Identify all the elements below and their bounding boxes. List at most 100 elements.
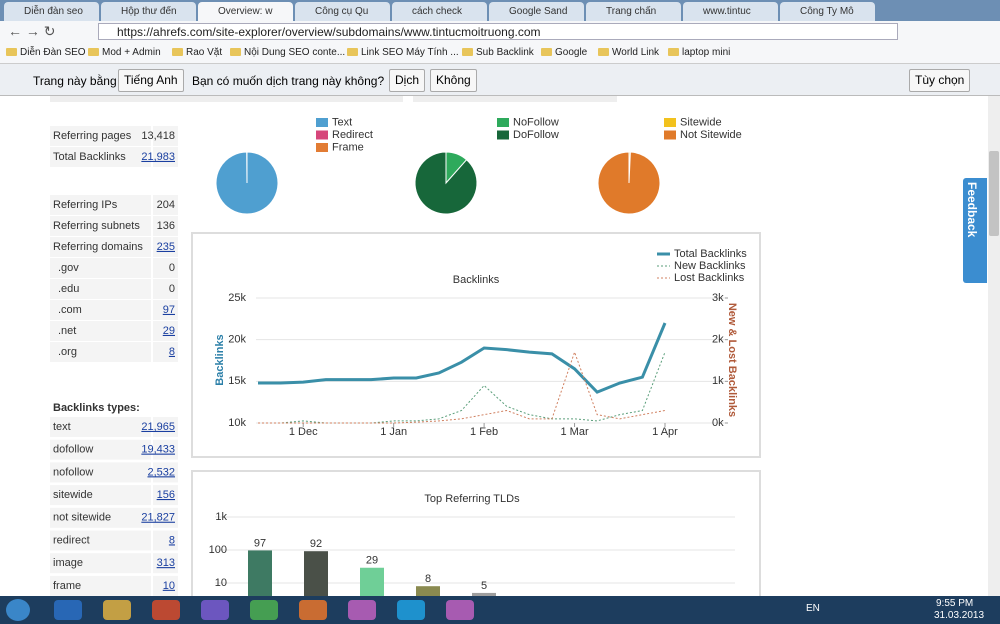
taskbar-app[interactable]: [201, 600, 229, 620]
row-bg: [50, 507, 151, 528]
y-tick-label: 10k: [228, 417, 246, 429]
tab[interactable]: Công Ty Mô: [780, 2, 875, 21]
row-bg: [153, 530, 178, 551]
start-button[interactable]: [6, 599, 30, 621]
legend-label: Not Sitewide: [680, 129, 742, 141]
row-value[interactable]: 21,965: [141, 421, 175, 433]
taskbar-app[interactable]: [103, 600, 131, 620]
taskbar-app[interactable]: [152, 600, 180, 620]
bookmark[interactable]: World Link: [598, 47, 659, 58]
y-tick-label: 1k: [215, 511, 227, 523]
x-tick-label: 1 Dec: [289, 426, 318, 438]
bookmark[interactable]: laptop mini: [668, 47, 730, 58]
bookmark[interactable]: Diễn Đàn SEO: [6, 47, 86, 58]
nav-buttons[interactable]: ← → ↻: [8, 23, 56, 39]
row-label: sitewide: [53, 489, 93, 501]
row-bg: [50, 126, 151, 146]
tab[interactable]: Diễn đàn seo: [4, 2, 99, 21]
row-bg: [50, 575, 151, 596]
bookmark[interactable]: Nội Dung SEO conte...: [230, 47, 345, 58]
bar-value-label: 5: [481, 580, 487, 592]
tab[interactable]: Google Sand: [489, 2, 584, 21]
bookmark[interactable]: Rao Vặt: [172, 47, 222, 58]
row-bg: [50, 462, 151, 483]
row-bg: [50, 300, 151, 320]
row-value[interactable]: 21,827: [141, 512, 175, 524]
row-bg: [50, 147, 151, 167]
row-value[interactable]: 29: [163, 325, 175, 337]
row-value[interactable]: 313: [157, 557, 175, 569]
bookmark[interactable]: Mod + Admin: [88, 47, 161, 58]
row-label: Total Backlinks: [53, 151, 126, 163]
row-bg: [153, 485, 178, 506]
row-value[interactable]: 8: [169, 346, 175, 358]
section-title: Backlinks types:: [53, 402, 140, 414]
bar: [360, 567, 384, 596]
row-label: not sitewide: [53, 512, 111, 524]
taskbar-app[interactable]: [250, 600, 278, 620]
row-bg: [153, 507, 178, 528]
row-value[interactable]: 10: [163, 580, 175, 592]
row-label: text: [53, 421, 71, 433]
row-value: 0: [169, 262, 175, 274]
bar: [472, 592, 496, 596]
translate-prefix: Trang này bằng: [33, 74, 117, 88]
row-label: Referring subnets: [53, 220, 140, 232]
row-value: 136: [157, 220, 175, 232]
taskbar-app[interactable]: [299, 600, 327, 620]
tab[interactable]: Overview: w: [198, 2, 293, 21]
legend-label: Sitewide: [680, 116, 722, 128]
row-bg: [50, 530, 151, 551]
taskbar-app[interactable]: [54, 600, 82, 620]
row-value[interactable]: 97: [163, 304, 175, 316]
feedback-label: Feedback: [965, 182, 979, 238]
row-value: 204: [157, 199, 175, 211]
feedback-tab[interactable]: Feedback: [963, 178, 987, 283]
legend-label: DoFollow: [513, 129, 559, 141]
bar: [248, 550, 272, 596]
translate-question: Bạn có muốn dịch trang này không?: [192, 74, 385, 88]
series-line: [258, 350, 666, 424]
row-label: Referring pages: [53, 130, 132, 142]
decline-button[interactable]: Không: [430, 69, 477, 92]
options-button[interactable]: Tùy chọn: [909, 69, 971, 92]
row-label: .org: [58, 346, 77, 358]
y-tick-label: 20k: [228, 334, 246, 346]
scroll-thumb[interactable]: [989, 151, 999, 236]
row-bg: [153, 237, 178, 257]
row-value[interactable]: 21,983: [141, 151, 175, 163]
url[interactable]: https://ahrefs.com/site-explorer/overvie…: [98, 23, 898, 40]
taskbar-app[interactable]: [446, 600, 474, 620]
legend-swatch: [497, 130, 509, 140]
y-tick-label: 100: [209, 544, 227, 556]
legend-label: Lost Backlinks: [674, 272, 745, 284]
row-bg: [153, 258, 178, 278]
tab[interactable]: cách check: [392, 2, 487, 21]
row-value[interactable]: 156: [157, 489, 175, 501]
row-value[interactable]: 2,532: [147, 466, 175, 478]
series-line: [258, 322, 667, 394]
y2-tick-label: 3k: [712, 292, 724, 304]
row-bg: [153, 279, 178, 299]
tab[interactable]: www.tintuc: [683, 2, 778, 21]
tab[interactable]: Hộp thư đến: [101, 2, 196, 21]
taskbar-app[interactable]: [397, 600, 425, 620]
row-label: Referring domains: [53, 241, 143, 253]
bookmark[interactable]: Google: [541, 47, 587, 58]
y-tick-label: 15k: [228, 375, 246, 387]
bookmark[interactable]: Sub Backlink: [462, 47, 534, 58]
language-select[interactable]: Tiếng Anh: [118, 69, 184, 92]
bookmark[interactable]: Link SEO Máy Tính ...: [347, 47, 459, 58]
tab-bar: Diễn đàn seo Hộp thư đến Overview: w Công c…: [0, 0, 1000, 21]
tab[interactable]: Trang chấn: [586, 2, 681, 21]
row-value[interactable]: 235: [157, 241, 175, 253]
translate-button[interactable]: Dịch: [389, 69, 426, 92]
bar-value-label: 97: [254, 537, 266, 549]
row-bg: [50, 321, 151, 341]
row-value[interactable]: 8: [169, 534, 175, 546]
tab[interactable]: Công cụ Qu: [295, 2, 390, 21]
row-value[interactable]: 19,433: [141, 444, 175, 456]
taskbar-app[interactable]: [348, 600, 376, 620]
scrollbar[interactable]: [988, 96, 1000, 596]
row-label: .edu: [58, 283, 79, 295]
